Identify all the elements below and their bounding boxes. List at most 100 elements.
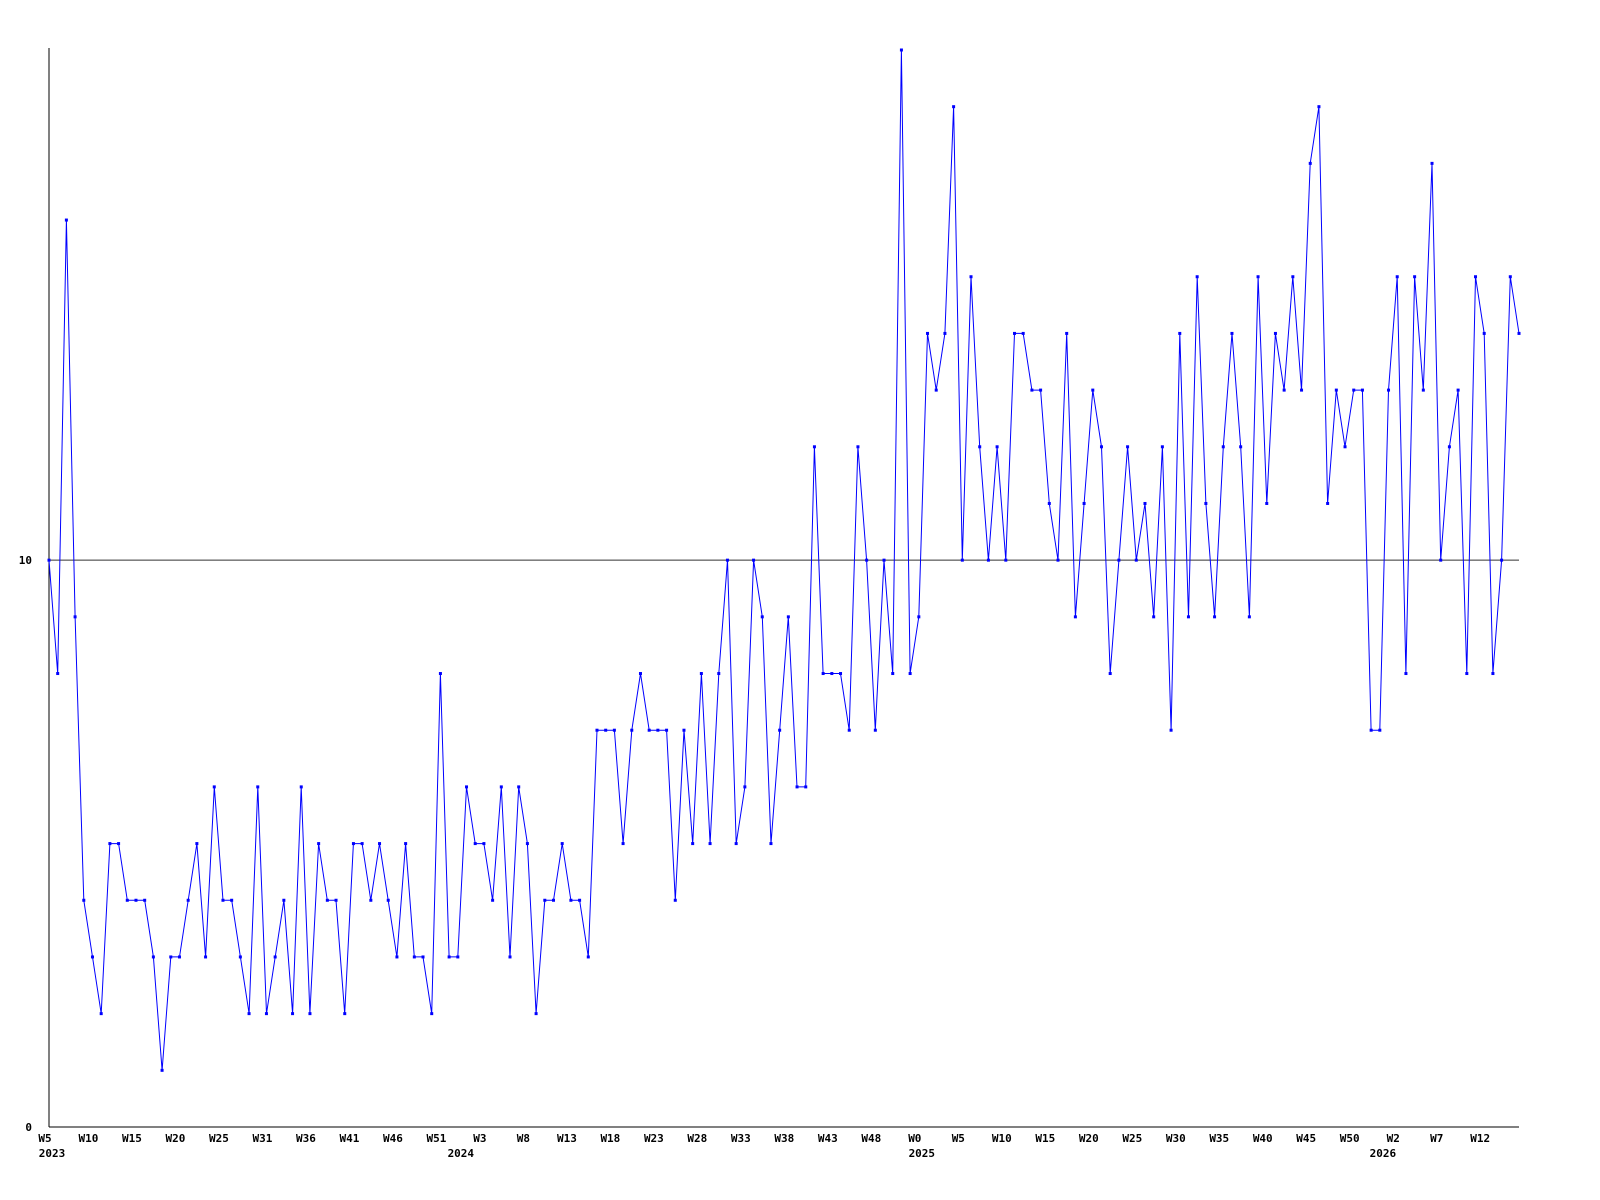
point <box>821 672 825 676</box>
point <box>1491 672 1495 676</box>
point <box>238 955 242 959</box>
x-tick-label: W5 <box>952 1132 965 1145</box>
point <box>1099 445 1103 449</box>
point <box>473 842 477 846</box>
point <box>386 898 390 902</box>
point <box>1247 615 1251 619</box>
point <box>256 785 260 789</box>
point <box>934 388 938 392</box>
x-tick-label: W10 <box>992 1132 1012 1145</box>
point <box>1317 105 1321 109</box>
y-tick-label: 0 <box>25 1121 32 1134</box>
point <box>160 1068 164 1072</box>
point <box>612 728 616 732</box>
x-tick-label: W40 <box>1253 1132 1273 1145</box>
point <box>517 785 521 789</box>
point <box>1369 728 1373 732</box>
x-tick-label: W10 <box>79 1132 99 1145</box>
point <box>1021 331 1025 335</box>
point <box>952 105 956 109</box>
point <box>604 728 608 732</box>
point <box>1447 445 1451 449</box>
point <box>1073 615 1077 619</box>
point <box>1013 331 1017 335</box>
point <box>743 785 747 789</box>
point <box>769 842 773 846</box>
x-tick-label: W2 <box>1387 1132 1400 1145</box>
x-tick-label: W48 <box>861 1132 881 1145</box>
point <box>1195 275 1199 279</box>
point <box>891 672 895 676</box>
point <box>1482 331 1486 335</box>
x-tick-label: W0 <box>908 1132 921 1145</box>
point <box>1239 445 1243 449</box>
point <box>360 842 364 846</box>
point <box>1334 388 1338 392</box>
point <box>317 842 321 846</box>
point <box>1108 672 1112 676</box>
point <box>447 955 451 959</box>
point <box>56 672 60 676</box>
point <box>960 558 964 562</box>
x-tick-label: W12 <box>1470 1132 1490 1145</box>
point <box>247 1012 251 1016</box>
point <box>586 955 590 959</box>
x-tick-label: W30 <box>1166 1132 1186 1145</box>
point <box>647 728 651 732</box>
point <box>351 842 355 846</box>
point <box>1160 445 1164 449</box>
point <box>1308 161 1312 165</box>
x-tick-label: W8 <box>517 1132 530 1145</box>
point <box>1404 672 1408 676</box>
point <box>1387 388 1391 392</box>
point <box>73 615 77 619</box>
point <box>1430 161 1434 165</box>
point <box>1134 558 1138 562</box>
point <box>1282 388 1286 392</box>
point <box>1143 501 1147 505</box>
point <box>508 955 512 959</box>
point <box>812 445 816 449</box>
year-label: 2025 <box>909 1147 936 1160</box>
point <box>638 672 642 676</box>
point <box>717 672 721 676</box>
point <box>273 955 277 959</box>
point <box>1360 388 1364 392</box>
year-label: 2024 <box>448 1147 475 1160</box>
point <box>1343 445 1347 449</box>
point <box>847 728 851 732</box>
point <box>1421 388 1425 392</box>
point <box>995 445 999 449</box>
x-tick-label: W7 <box>1430 1132 1443 1145</box>
point <box>899 48 903 52</box>
point <box>1378 728 1382 732</box>
point <box>656 728 660 732</box>
point <box>534 1012 538 1016</box>
point <box>1204 501 1208 505</box>
point <box>752 558 756 562</box>
point <box>725 558 729 562</box>
point <box>308 1012 312 1016</box>
x-tick-label: W25 <box>209 1132 229 1145</box>
point <box>1300 388 1304 392</box>
x-tick-label: W20 <box>166 1132 186 1145</box>
point <box>412 955 416 959</box>
series-line <box>48 49 1520 1071</box>
point <box>926 331 930 335</box>
y-tick-label: 10 <box>19 554 32 567</box>
point <box>482 842 486 846</box>
point <box>917 615 921 619</box>
x-tick-label: W45 <box>1296 1132 1316 1145</box>
point <box>1213 615 1217 619</box>
point <box>169 955 173 959</box>
point <box>325 898 329 902</box>
x-tick-label: W50 <box>1340 1132 1360 1145</box>
point <box>82 898 86 902</box>
point <box>1186 615 1190 619</box>
point <box>1047 501 1051 505</box>
point <box>665 728 669 732</box>
year-label: 2023 <box>39 1147 66 1160</box>
point <box>734 842 738 846</box>
point <box>491 898 495 902</box>
